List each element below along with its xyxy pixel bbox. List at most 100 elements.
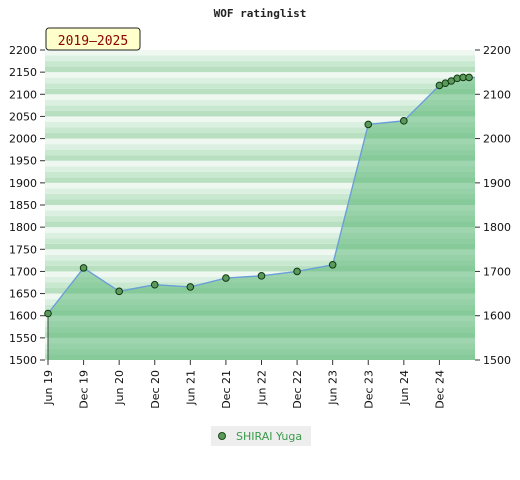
band — [45, 149, 475, 156]
band — [45, 116, 475, 122]
x-tick-label: Jun 22 — [256, 370, 269, 406]
y-tick-label-right: 2000 — [483, 133, 511, 146]
data-point — [186, 283, 195, 291]
band — [45, 227, 475, 233]
band — [45, 238, 475, 244]
band — [45, 210, 475, 217]
band — [45, 182, 475, 189]
band — [45, 50, 475, 56]
band — [45, 110, 475, 117]
data-point — [293, 267, 301, 276]
band — [45, 193, 475, 200]
band — [45, 260, 475, 266]
y-axis-left: 1500 1550 1600 1650 1700 1750 1800 1850 1900 1950… — [9, 44, 37, 367]
y-tick-label-left: 1700 — [9, 265, 37, 278]
band — [45, 61, 475, 67]
band — [45, 77, 475, 84]
y-tick-label-left: 1750 — [9, 243, 37, 256]
band — [45, 243, 475, 250]
y-tick-label-left: 1600 — [9, 310, 37, 323]
band — [45, 155, 475, 161]
y-tick-label-left: 2000 — [9, 133, 37, 146]
y-tick-label-left: 2200 — [9, 44, 37, 57]
data-points — [44, 73, 473, 318]
legend-marker — [218, 432, 226, 440]
data-point — [400, 117, 408, 125]
y-tick-label-left: 1650 — [9, 288, 37, 301]
band — [45, 160, 475, 167]
y-tick-label-right: 2200 — [483, 44, 511, 57]
band — [45, 105, 475, 111]
x-tick-label: Dec 23 — [362, 370, 375, 409]
x-tick-label: Dec 21 — [220, 370, 233, 409]
band — [45, 265, 475, 272]
data-point — [115, 287, 123, 296]
y-tick-label-left: 2150 — [9, 66, 37, 79]
band — [45, 55, 475, 62]
band — [45, 83, 475, 89]
y-tick-label-right: 1900 — [483, 177, 511, 190]
x-tick-label: Jun 20 — [113, 370, 126, 406]
band — [45, 121, 475, 128]
chart-title: WOF ratinglist — [214, 7, 307, 20]
band — [45, 66, 475, 73]
band — [45, 144, 475, 150]
y-tick-label-left: 1850 — [9, 199, 37, 212]
x-tick-label: Jun 19 — [42, 370, 55, 406]
band — [45, 166, 475, 172]
y-tick-label-left: 2100 — [9, 88, 37, 101]
axes — [40, 49, 480, 365]
data-point — [150, 280, 159, 289]
x-tick-label: Dec 24 — [433, 370, 446, 409]
band — [45, 232, 475, 239]
data-point — [465, 73, 473, 82]
band — [45, 94, 475, 100]
x-tick-label: Dec 20 — [149, 370, 162, 409]
legend-label: SHIRAI Yuga — [236, 430, 302, 443]
band — [45, 254, 475, 261]
band — [45, 216, 475, 222]
y-tick-label-right: 2100 — [483, 88, 511, 101]
y-tick-label-left: 1800 — [9, 221, 37, 234]
period-badge: 2019–2025 — [45, 27, 141, 51]
band — [45, 88, 475, 95]
legend[interactable]: SHIRAI Yuga — [211, 426, 311, 446]
band — [45, 199, 475, 205]
y-tick-label-right: 1500 — [483, 354, 511, 367]
x-tick-label: Dec 19 — [78, 370, 91, 409]
y-tick-label-right: 1800 — [483, 221, 511, 234]
data-point — [328, 260, 337, 269]
y-tick-label-left: 1950 — [9, 155, 37, 168]
y-tick-label-left: 1900 — [9, 177, 37, 190]
x-tick-label: Jun 21 — [184, 370, 197, 406]
y-axis-right: 1500 1600 1700 1800 1900 2000 2100 2200 — [483, 44, 511, 367]
band — [45, 221, 475, 228]
x-tick-label: Jun 24 — [398, 370, 411, 406]
y-tick-label-left: 2050 — [9, 110, 37, 123]
data-point — [222, 274, 230, 282]
band — [45, 99, 475, 106]
band — [45, 127, 475, 134]
period-badge-label: 2019–2025 — [58, 34, 128, 49]
band — [45, 249, 475, 255]
data-point — [79, 264, 88, 272]
y-tick-label-right: 1700 — [483, 265, 511, 278]
data-point — [44, 309, 52, 318]
band — [45, 138, 475, 145]
data-point — [364, 120, 373, 129]
x-tick-label: Jun 23 — [327, 370, 340, 406]
band — [45, 133, 475, 139]
y-tick-label-left: 1500 — [9, 354, 37, 367]
band — [45, 72, 475, 78]
y-tick-label-left: 1550 — [9, 332, 37, 345]
y-tick-label-right: 1600 — [483, 310, 511, 323]
band — [45, 171, 475, 178]
x-axis: Jun 19 Dec 19 Jun 20 Dec 20 Jun 21 Dec 21 Jun … — [42, 370, 446, 409]
data-point — [257, 272, 266, 280]
band — [45, 188, 475, 194]
x-tick-label: Dec 22 — [291, 370, 304, 409]
band — [45, 177, 475, 183]
band — [45, 205, 475, 211]
area-fill — [48, 77, 475, 360]
